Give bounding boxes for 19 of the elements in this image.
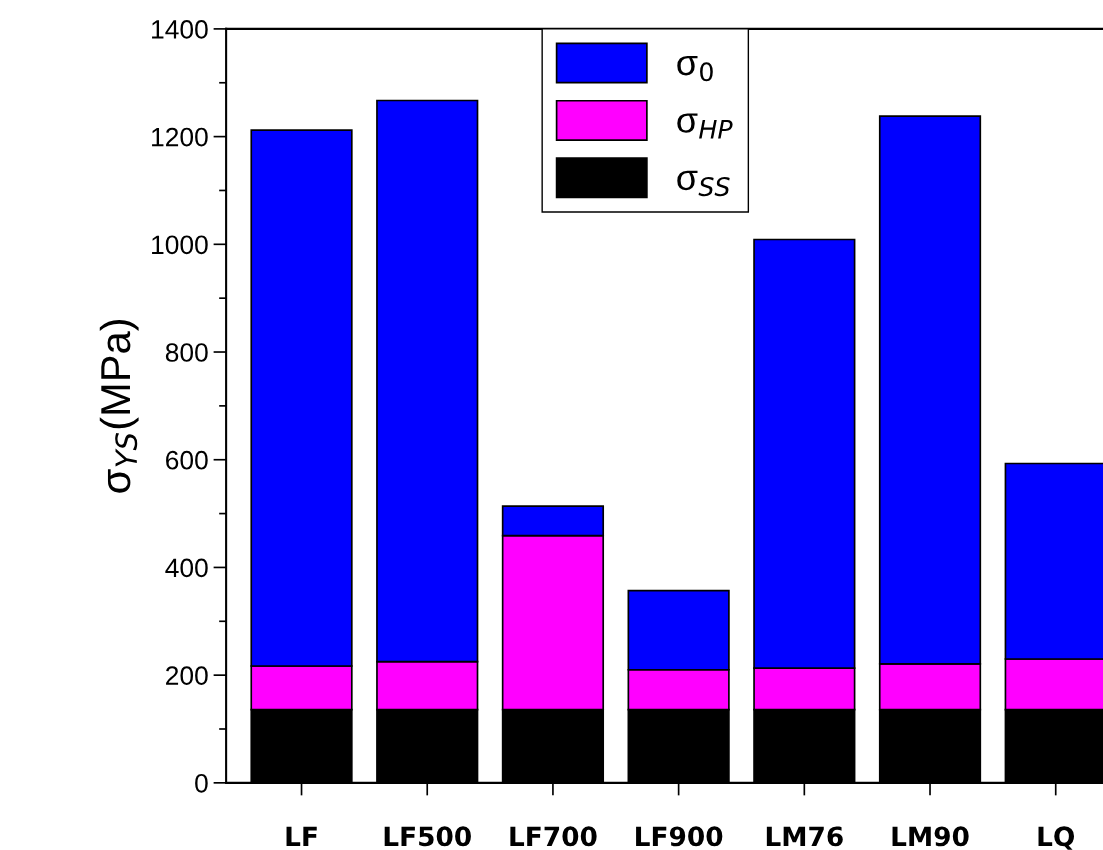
x-tick-label: LF [286, 826, 317, 846]
y-tick-label: 800 [165, 343, 208, 362]
y-tick-label: 1200 [152, 127, 208, 147]
x-tick-label: LF500 [384, 826, 471, 847]
x-tick-label: LF900 [636, 826, 723, 847]
y-axis-title: σ$_{YS}$(MPa) [99, 319, 139, 493]
y-tick-label: 1000 [152, 235, 208, 255]
legend-label: σ$_{HP}$ [677, 113, 733, 139]
y-tick-label: 200 [166, 666, 208, 685]
x-tick-label: LQ [1038, 826, 1075, 850]
legend-label: σ$_{0}$ [677, 55, 713, 82]
y-tick-label: 600 [166, 450, 208, 470]
y-tick-label: 400 [165, 558, 208, 578]
x-tick-label: LF700 [510, 826, 597, 847]
y-tick-label: 0 [195, 773, 208, 793]
x-tick-label: LM76 [766, 826, 843, 847]
x-tick-label: LM90 [892, 826, 969, 847]
legend-label: σ$_{SS}$ [677, 170, 730, 197]
y-tick-label: 1400 [152, 20, 208, 39]
